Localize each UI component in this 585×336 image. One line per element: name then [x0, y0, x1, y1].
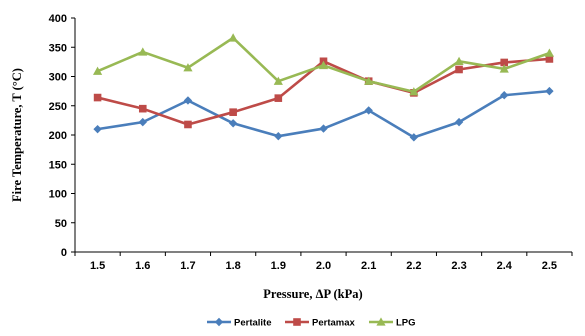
data-point-lpg	[228, 33, 238, 42]
data-point-lpg	[318, 60, 329, 70]
data-point-lpg	[92, 66, 103, 75]
x-tick-label: 1.8	[225, 260, 240, 272]
y-tick-label: 50	[55, 218, 67, 230]
data-point-pertalite	[364, 106, 373, 115]
legend: Pertalite Pertamax LPG	[207, 317, 416, 329]
data-point-pertalite	[319, 124, 328, 133]
y-tick-label: 250	[49, 101, 67, 113]
series-group	[92, 33, 555, 142]
data-point-pertamax	[545, 55, 554, 63]
data-point-pertalite	[409, 133, 419, 142]
legend-marker-lpg	[376, 317, 386, 326]
series-pertalite	[93, 86, 554, 142]
x-tick-label: 1.7	[180, 260, 195, 272]
x-tick-label: 1.6	[135, 260, 150, 272]
y-tick-label: 300	[49, 72, 67, 84]
x-axis-title: Pressure, ΔP (kPa)	[263, 287, 362, 301]
data-point-pertamax	[184, 120, 192, 129]
y-tick-label: 150	[49, 159, 67, 171]
y-axis-title: Fire Temperature, T (°C)	[10, 68, 24, 202]
data-point-pertalite	[183, 96, 193, 105]
y-tick-label: 200	[49, 130, 67, 142]
data-point-pertalite	[500, 91, 509, 100]
y-tick-label: 350	[49, 42, 67, 54]
series-lpg	[92, 33, 555, 96]
data-point-pertalite	[93, 124, 102, 134]
x-tick-label: 2.1	[361, 260, 376, 272]
data-point-lpg	[499, 64, 509, 73]
data-point-pertalite	[138, 117, 147, 127]
y-tick-label: 400	[49, 13, 67, 25]
data-point-lpg	[273, 76, 283, 85]
data-point-lpg	[364, 76, 374, 85]
legend-label-lpg: LPG	[396, 318, 416, 329]
x-tick-label: 1.9	[271, 260, 286, 272]
data-point-pertamax	[93, 93, 102, 102]
x-tick-label: 2.2	[406, 260, 421, 272]
x-tick-label: 1.5	[90, 260, 105, 272]
y-tick-labels: 0 50 100 150 200 250 300 350 400	[49, 13, 67, 259]
y-tick-label: 0	[61, 247, 67, 259]
legend-marker-pertamax	[293, 318, 301, 326]
data-point-pertamax	[500, 58, 509, 67]
data-point-pertalite	[545, 86, 554, 96]
data-point-pertamax	[274, 94, 283, 102]
x-tick-label: 2.5	[542, 260, 557, 272]
legend-item-pertamax: Pertamax	[285, 318, 355, 329]
legend-item-pertalite: Pertalite	[207, 318, 272, 329]
x-tick-label: 2.3	[451, 260, 466, 272]
data-point-lpg	[183, 63, 193, 72]
data-point-pertalite	[274, 131, 283, 141]
data-point-lpg	[138, 47, 148, 56]
x-tick-label: 2.4	[497, 260, 513, 272]
data-point-pertalite	[454, 117, 464, 127]
x-tick-label: 2.0	[316, 260, 331, 272]
legend-item-lpg: LPG	[369, 317, 416, 329]
data-point-lpg	[544, 48, 555, 57]
legend-marker-pertalite	[214, 317, 224, 327]
y-tick-label: 100	[49, 189, 67, 201]
x-tick-labels: 1.5 1.6 1.7 1.8 1.9 2.0 2.1 2.2 2.3 2.4 2.5	[90, 260, 557, 272]
data-point-lpg	[454, 56, 464, 65]
data-point-pertamax	[455, 65, 463, 74]
legend-label-pertamax: Pertamax	[312, 318, 355, 329]
data-point-pertamax	[229, 108, 237, 116]
axes	[71, 17, 573, 256]
legend-label-pertalite: Pertalite	[234, 318, 272, 329]
data-point-pertalite	[228, 119, 238, 128]
data-point-lpg	[409, 87, 419, 96]
data-point-pertamax	[138, 104, 147, 113]
